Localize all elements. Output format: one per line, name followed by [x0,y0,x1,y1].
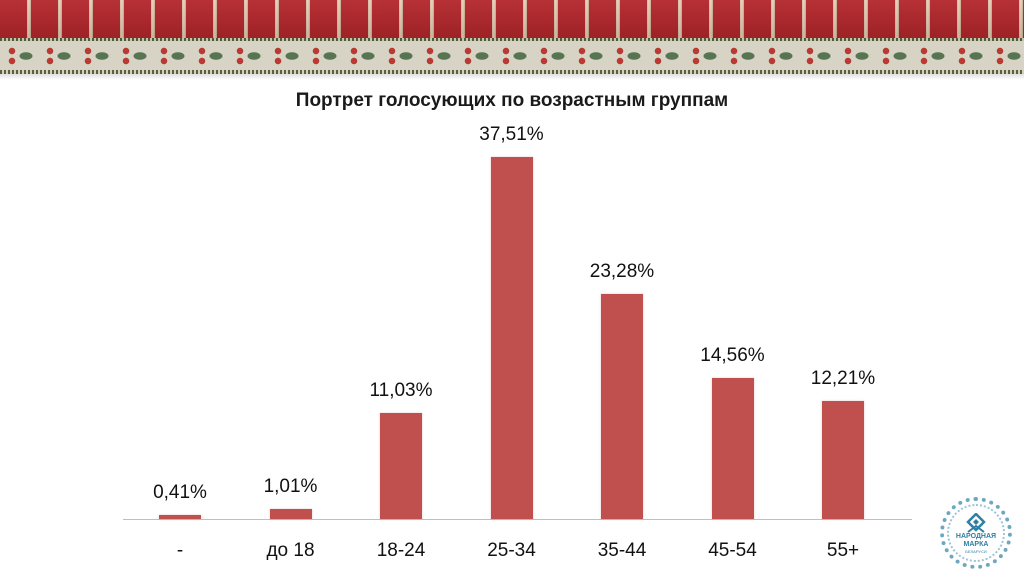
category-label: 35-44 [597,540,647,561]
decorative-ribbon-banner [0,0,1024,80]
data-label: 0,41% [153,482,207,504]
bar-6 [822,401,864,519]
data-label: 14,56% [700,345,765,367]
bar-1 [269,509,312,519]
bar-5 [711,378,754,519]
logo-text-line3: БЕЛАРУСИ [965,548,987,554]
category-label: 45-54 [708,540,757,561]
bar-2 [380,412,422,519]
bar-0 [159,515,201,519]
data-label: 37,51% [479,124,544,146]
chart-title: Портрет голосующих по возрастным группам [295,90,729,111]
category-label: 55+ [826,540,860,561]
narodnaya-marka-logo: НАРОДНАЯ МАРКА БЕЛАРУСИ [940,497,1012,569]
category-label: - [176,540,184,561]
data-label: 1,01% [263,476,318,498]
x-axis-line [123,519,912,520]
data-label: 12,21% [810,368,876,390]
logo-ring [947,504,1005,562]
category-label: 18-24 [376,540,426,561]
logo-text-line1: НАРОДНАЯ [955,532,997,540]
data-label: 23,28% [589,261,655,283]
ribbon-edge [0,38,1024,41]
ribbon-floral-band [0,41,1024,70]
bar-3 [490,157,533,519]
ribbon-edge [0,70,1024,74]
data-label: 11,03% [369,379,433,401]
category-label: до 18 [266,540,315,561]
logo-text-line2: МАРКА [963,540,989,548]
ribbon-shadow [0,74,1024,80]
bar-4 [601,294,643,519]
ribbon-red-stripes [0,0,1024,38]
category-label: 25-34 [487,540,536,561]
